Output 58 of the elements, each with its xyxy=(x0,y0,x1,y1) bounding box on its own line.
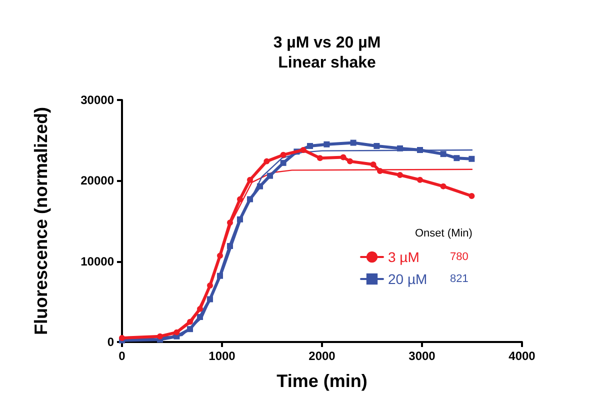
point xyxy=(300,147,306,154)
point xyxy=(397,145,403,152)
y-tick-label: 20000 xyxy=(80,174,114,188)
x-tick-label: 0 xyxy=(118,349,126,363)
chart-title: 3 µM vs 20 µM xyxy=(273,34,381,52)
point xyxy=(280,160,286,166)
annotation: 821 xyxy=(450,273,468,285)
point xyxy=(468,156,475,162)
x-tick-label: 4000 xyxy=(508,349,536,363)
point xyxy=(247,176,253,183)
point xyxy=(264,158,270,164)
chart-subtitle: Linear shake xyxy=(278,54,376,72)
point xyxy=(197,314,203,320)
point xyxy=(454,155,460,162)
point xyxy=(374,142,380,149)
point xyxy=(174,329,180,336)
point xyxy=(350,140,356,146)
point xyxy=(440,151,446,158)
point xyxy=(468,192,475,199)
legend-label: 20 µM xyxy=(388,271,428,287)
point xyxy=(187,326,193,332)
point xyxy=(440,183,446,190)
legend-label: 3 µM xyxy=(388,249,420,265)
legend-title: Onset (Min) xyxy=(415,228,472,240)
point xyxy=(257,183,263,190)
point xyxy=(157,333,163,340)
point xyxy=(370,162,376,168)
x-tick-label: 1000 xyxy=(208,349,236,363)
x-axis-title: Time (min) xyxy=(276,371,368,391)
point xyxy=(217,252,223,259)
point xyxy=(247,196,253,202)
point xyxy=(237,196,243,202)
point xyxy=(397,172,403,178)
point xyxy=(377,168,383,174)
point xyxy=(207,296,213,302)
point xyxy=(187,318,193,325)
y-axis-title: Fluorescence (normalized) xyxy=(31,106,51,336)
point xyxy=(307,142,313,149)
annotation: 780 xyxy=(450,251,468,263)
x-tick-label: 3000 xyxy=(408,349,436,363)
y-tick-label: 0 xyxy=(107,335,114,349)
point xyxy=(227,220,233,226)
point xyxy=(324,141,330,148)
point xyxy=(340,154,346,160)
y-tick-label: 10000 xyxy=(80,254,114,268)
y-tick-label: 30000 xyxy=(80,93,114,107)
x-tick-label: 2000 xyxy=(308,349,336,363)
point xyxy=(347,158,353,164)
point xyxy=(317,155,323,162)
point xyxy=(197,306,203,312)
point xyxy=(417,176,423,183)
point xyxy=(207,282,213,289)
point xyxy=(417,147,423,154)
point xyxy=(237,216,243,222)
point xyxy=(280,152,286,158)
point xyxy=(227,243,233,250)
point xyxy=(217,272,223,279)
point xyxy=(267,172,273,179)
